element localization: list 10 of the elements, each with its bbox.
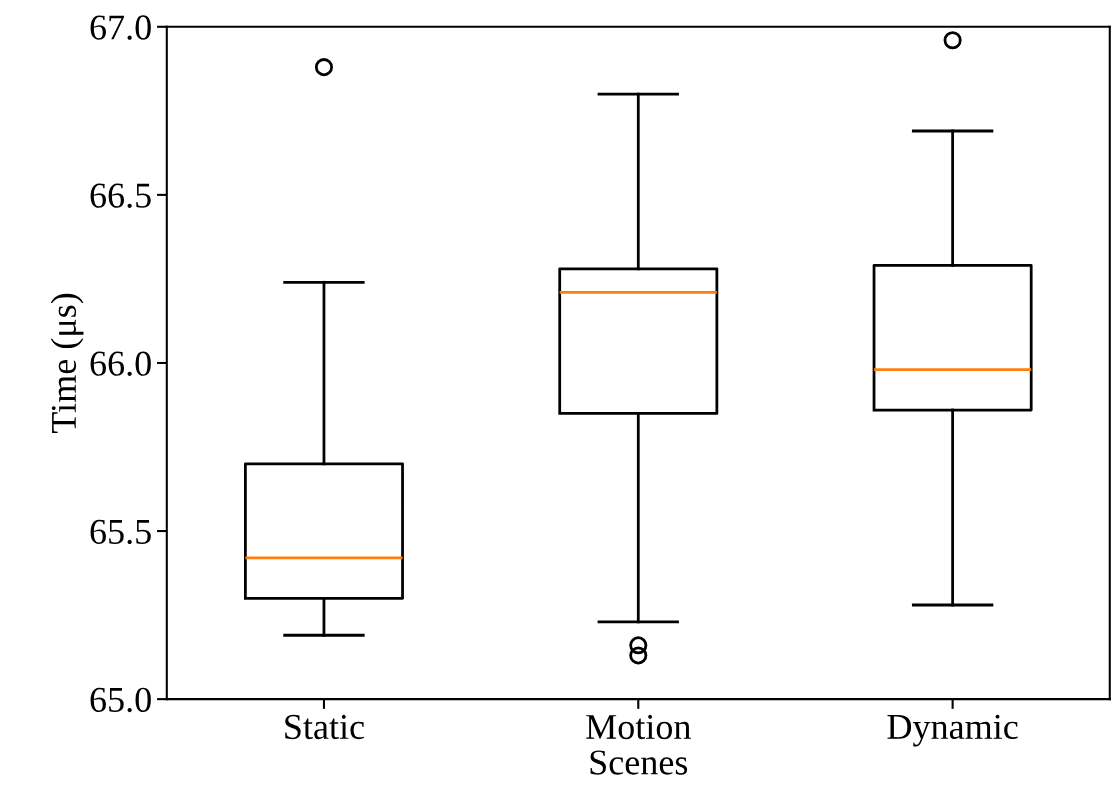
y-tick-label: 67.0 xyxy=(90,15,151,40)
x-axis-title: Scenes xyxy=(590,750,688,775)
y-tick-label: 65.5 xyxy=(90,519,151,545)
y-tick-label: 65.0 xyxy=(90,687,151,713)
y-axis-title: Time (μs) xyxy=(50,293,84,434)
x-tick-label: Static xyxy=(285,714,364,740)
x-tick-label: Dynamic xyxy=(887,714,1018,747)
y-tick-label: 66.5 xyxy=(90,183,151,208)
y-tick-label: 66.0 xyxy=(90,351,151,377)
x-tick-label: Motion xyxy=(586,714,691,740)
